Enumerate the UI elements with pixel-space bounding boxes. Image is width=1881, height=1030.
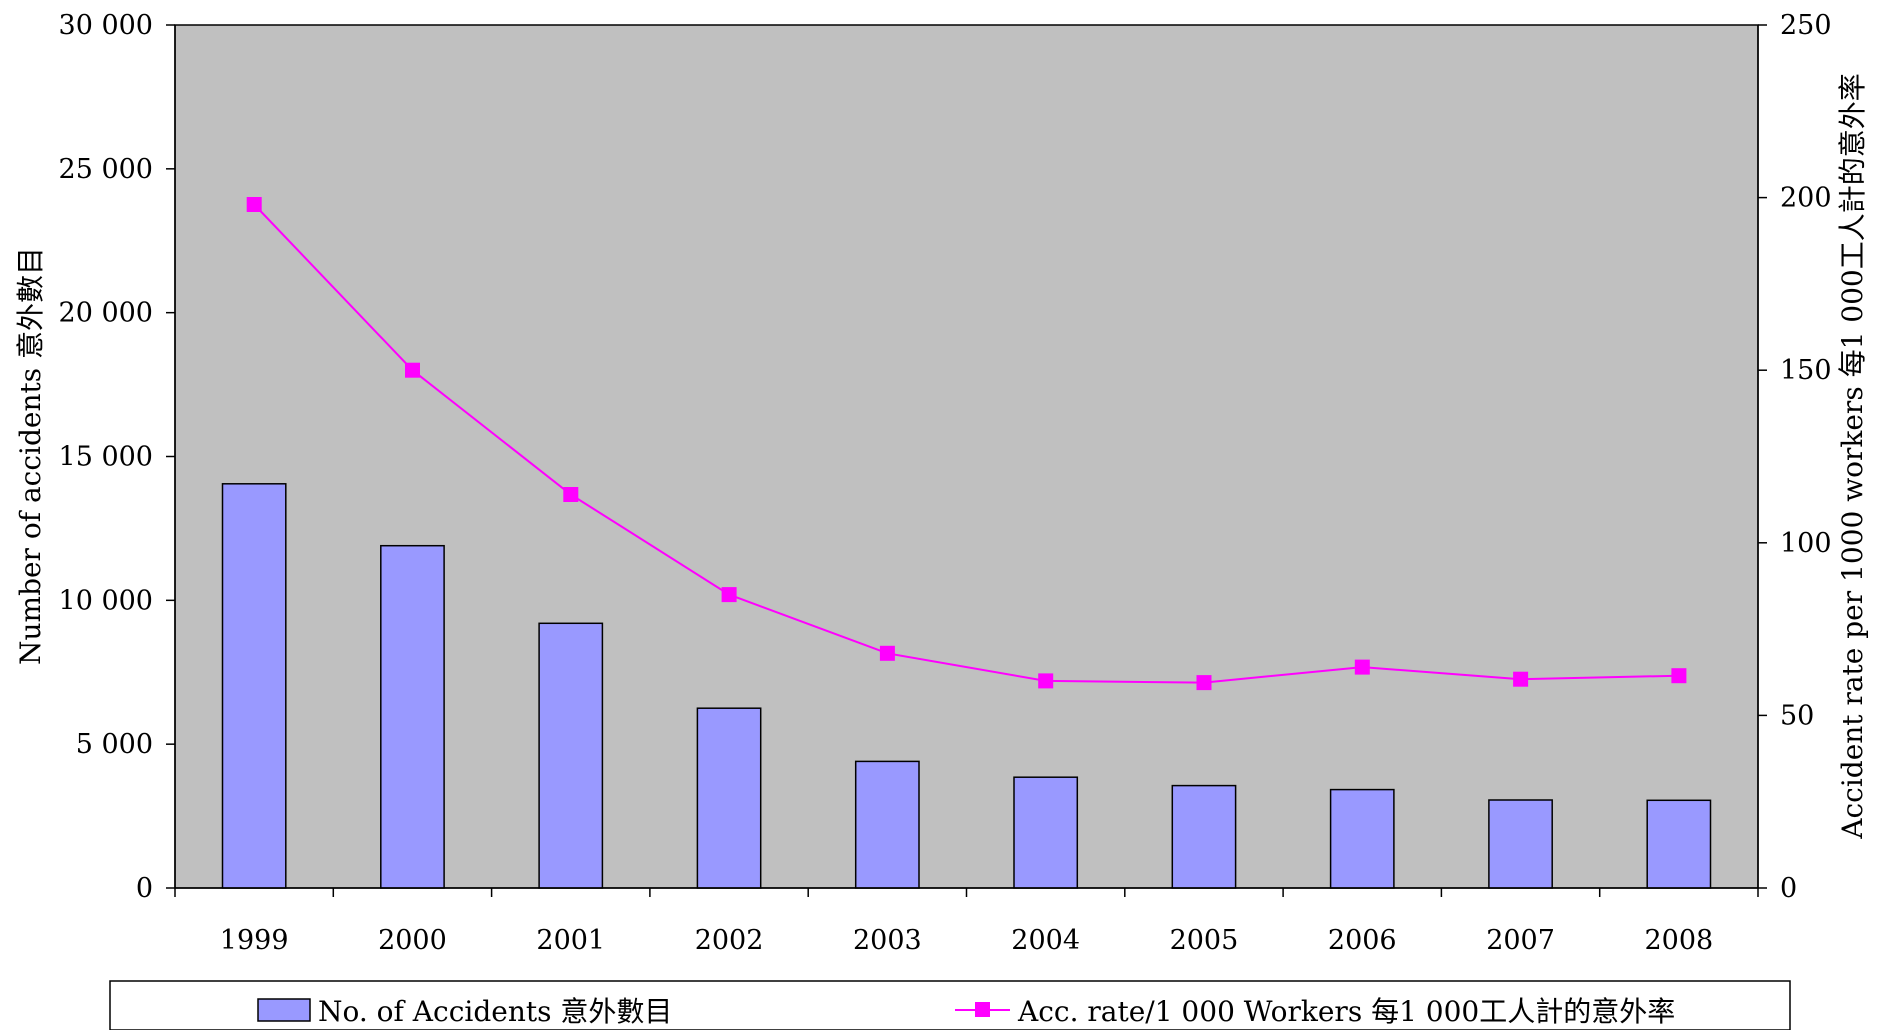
bar-2003 (854, 760, 920, 889)
rate-marker-2006 (1354, 659, 1370, 675)
right-tick-label: 250 (1780, 10, 1832, 41)
right-tick-label: 0 (1780, 873, 1797, 904)
bar-2008 (1646, 799, 1712, 889)
x-tick-label-2006: 2006 (1328, 925, 1397, 956)
left-axis-ticks: 0 5 000 10 000 15 000 20 000 25 000 30 000 (59, 10, 175, 904)
bar-1999 (221, 483, 287, 889)
bar-2005 (1171, 784, 1237, 889)
x-tick-label-2007: 2007 (1486, 925, 1555, 956)
legend-line-label: Acc. rate/1 000 Workers 每1 000工人計的意外率 (1017, 995, 1675, 1028)
bar-2002 (696, 707, 762, 889)
x-axis-ticks: 1999 2000 2001 2002 2003 2004 2005 2006 2007 2008 (174, 888, 1759, 956)
right-axis-title: Accident rate per 1000 workers 每1 000工人計… (1836, 73, 1869, 840)
x-tick-label-2001: 2001 (536, 925, 605, 956)
right-axis-ticks: 0 50 100 150 200 250 (1758, 10, 1832, 904)
legend-bar-label: No. of Accidents 意外數目 (318, 995, 672, 1028)
rate-marker-2004 (1038, 673, 1054, 689)
left-tick-label: 20 000 (59, 298, 153, 329)
left-tick-label: 15 000 (59, 442, 153, 473)
right-tick-label: 50 (1780, 700, 1814, 731)
x-tick-label-1999: 1999 (220, 925, 289, 956)
legend-bar-swatch (257, 998, 311, 1022)
rate-marker-2008 (1671, 668, 1687, 684)
bar-2007 (1488, 799, 1553, 889)
left-tick-label: 30 000 (59, 10, 153, 41)
rate-marker-1999 (246, 197, 262, 212)
x-tick-label-2003: 2003 (853, 925, 922, 956)
rate-marker-2001 (563, 487, 579, 502)
x-tick-label-2005: 2005 (1170, 925, 1239, 956)
left-tick-label: 25 000 (59, 154, 153, 185)
left-tick-label: 5 000 (76, 729, 153, 760)
bar-2001 (538, 622, 604, 889)
rate-marker-2007 (1513, 671, 1529, 687)
rate-line (253, 203, 1679, 684)
right-tick-label: 100 (1780, 528, 1832, 559)
line-series (246, 197, 1687, 691)
legend-line-marker (975, 1002, 990, 1017)
legend-box (109, 980, 1791, 1030)
right-tick-label: 150 (1780, 355, 1832, 386)
left-tick-label: 10 000 (59, 585, 153, 616)
rate-marker-2005 (1196, 675, 1212, 691)
legend: No. of Accidents 意外數目 Acc. rate/1 000 Wo… (109, 980, 1791, 1030)
bar-series (221, 483, 1712, 889)
x-tick-label-2002: 2002 (695, 925, 764, 956)
x-tick-label-2000: 2000 (378, 925, 447, 956)
bar-2004 (1013, 776, 1079, 889)
left-tick-label: 0 (136, 873, 153, 904)
rate-marker-2003 (879, 645, 895, 661)
bar-2006 (1329, 788, 1395, 889)
bar-2000 (380, 544, 445, 889)
x-tick-label-2008: 2008 (1644, 925, 1713, 956)
left-axis-title: Number of accidents 意外數目 (14, 247, 47, 665)
x-tick-label-2004: 2004 (1011, 925, 1080, 956)
rate-marker-2002 (721, 587, 737, 603)
right-tick-label: 200 (1780, 183, 1832, 214)
rate-marker-2000 (405, 362, 420, 378)
